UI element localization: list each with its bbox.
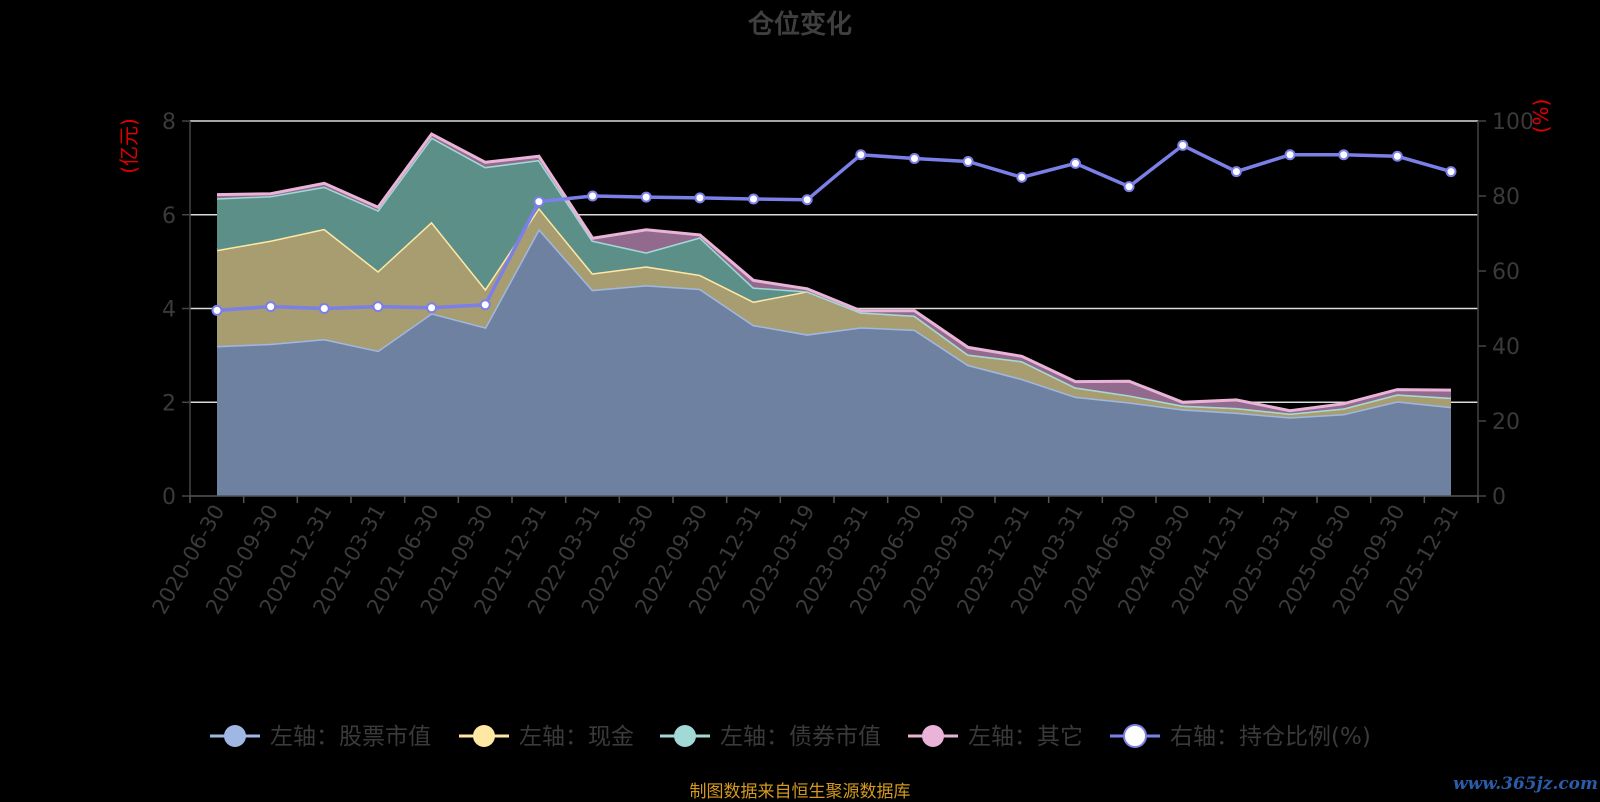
legend-item-2[interactable]: 左轴：债券市值 [660, 724, 881, 750]
left-tick-label: 6 [162, 204, 176, 229]
right-tick-label: 80 [1492, 185, 1520, 210]
legend-marker-icon [922, 725, 944, 747]
ratio-point [479, 299, 491, 311]
legend-item-3[interactable]: 左轴：其它 [908, 724, 1083, 750]
area-1 [217, 207, 1451, 418]
left-tick-label: 8 [162, 110, 176, 135]
ratio-point [265, 301, 277, 313]
legend-item-0[interactable]: 左轴：股票市值 [210, 724, 431, 750]
left-tick-label: 2 [162, 391, 176, 416]
area-0 [217, 228, 1451, 497]
axes [182, 120, 1486, 503]
legend-label: 左轴：债券市值 [720, 724, 881, 750]
ratio-point [1338, 149, 1350, 161]
stacked-areas [216, 132, 1452, 497]
ratio-point [1445, 166, 1457, 178]
right-tick-label: 20 [1492, 410, 1520, 435]
watermark: www.365jz.com [1453, 774, 1598, 794]
ratio-point [372, 301, 384, 313]
legend-label: 左轴：股票市值 [270, 724, 431, 750]
legend-label: 左轴：其它 [968, 724, 1083, 750]
ratio-point [748, 193, 760, 205]
legend-marker-icon [674, 725, 696, 747]
legend-label: 左轴：现金 [519, 724, 634, 750]
ratio-point [1230, 166, 1242, 178]
right-tick-label: 60 [1492, 260, 1520, 285]
ratio-point [587, 190, 599, 202]
legend-marker-icon [1123, 724, 1147, 748]
ratio-point [908, 153, 920, 164]
legend-marker-icon [224, 725, 246, 747]
ratio-point [426, 302, 438, 314]
ratio-point [855, 149, 867, 161]
ratio-point [1016, 171, 1028, 183]
legend-item-4[interactable]: 右轴：持仓比例(%) [1110, 724, 1371, 750]
ratio-point [694, 192, 706, 204]
ratio-point [211, 304, 223, 316]
ratio-point [1284, 149, 1296, 161]
data-source-note: 制图数据来自恒生聚源数据库 [689, 782, 911, 802]
ratio-point [1177, 139, 1189, 151]
ratio-line-path [216, 143, 1452, 313]
left-axis-unit: (亿元) [117, 118, 141, 174]
ratio-point [962, 156, 974, 167]
left-tick-label: 0 [162, 485, 176, 510]
legend-label: 右轴：持仓比例(%) [1170, 724, 1371, 750]
right-tick-label: 40 [1492, 335, 1520, 360]
right-axis-unit: (%) [1529, 99, 1553, 134]
area-2 [217, 137, 1451, 414]
legend-marker-icon [473, 725, 495, 747]
ratio-point [533, 196, 545, 208]
ratio-point [318, 303, 330, 314]
legend-item-1[interactable]: 左轴：现金 [459, 724, 634, 750]
ratio-point [801, 194, 813, 206]
ratio-line [211, 139, 1457, 316]
ratio-point [1123, 181, 1135, 193]
left-tick-label: 4 [162, 298, 176, 323]
ratio-point [1391, 150, 1403, 162]
legend[interactable]: 左轴：股票市值 左轴：现金 左轴：债券市值 左轴：其它 右轴：持仓比例(%) [210, 724, 1371, 750]
ratio-point [1069, 157, 1081, 169]
right-tick-label: 0 [1492, 485, 1506, 510]
area-line-3 [216, 132, 1452, 413]
right-tick-label: 100 [1492, 110, 1534, 135]
chart-title: 仓位变化 [747, 9, 852, 40]
ratio-point [640, 191, 652, 203]
